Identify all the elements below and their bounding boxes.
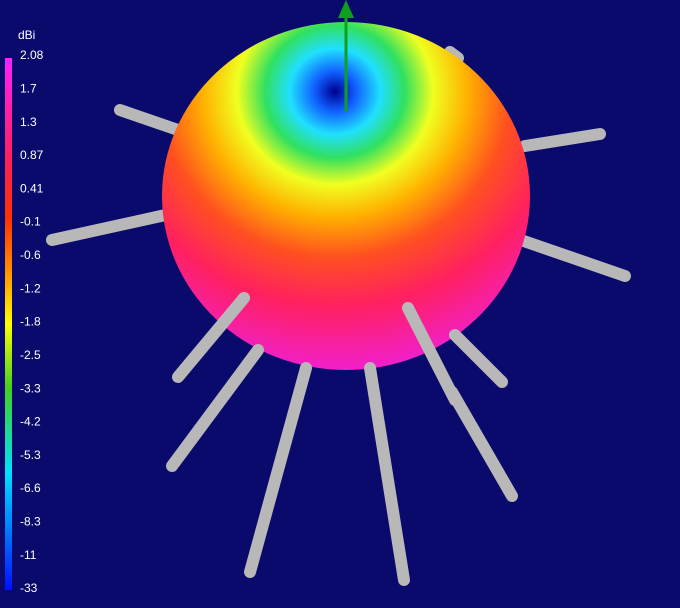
colorbar-label: -3.3 [20,381,41,395]
radiation-pattern [162,22,530,370]
feed-rod [172,292,250,383]
radial-rod [114,104,184,136]
colorbar-label: -1.2 [20,281,41,295]
radial-rod [446,386,518,502]
colorbar-label: -6.6 [20,481,41,495]
rods-back [46,46,631,282]
colorbar-label: -4.2 [20,415,41,429]
radial-rod [519,128,606,152]
colorbar-label: 0.87 [20,148,44,162]
radial-rod [364,362,410,586]
z-axis-arrow [338,0,354,18]
rods-front [166,292,518,586]
feed-rod [402,302,461,406]
radial-rod [449,329,508,388]
colorbar-label: 2.08 [20,48,44,62]
colorbar-label: -5.3 [20,448,41,462]
colorbar-label: 0.41 [20,181,44,195]
colorbar-label: -0.1 [20,215,41,229]
radial-rod [244,362,312,578]
colorbar-label: -0.6 [20,248,41,262]
colorbar [5,58,12,590]
radial-rod [509,232,631,282]
colorbar-label: 1.3 [20,115,37,129]
colorbar-unit: dBi [18,28,35,42]
radial-rod [166,344,264,472]
colorbar-label: -8.3 [20,515,41,529]
radial-rod [46,208,176,246]
colorbar-labels: 2.08 1.7 1.3 0.87 0.41 -0.1 -0.6 -1.2 -1.8 -2.5 -3… [20,48,44,595]
colorbar-label: -2.5 [20,348,41,362]
colorbar-label: -33 [20,581,38,595]
colorbar-label: 1.7 [20,81,37,95]
colorbar-label: -1.8 [20,315,41,329]
colorbar-label: -11 [20,548,37,562]
